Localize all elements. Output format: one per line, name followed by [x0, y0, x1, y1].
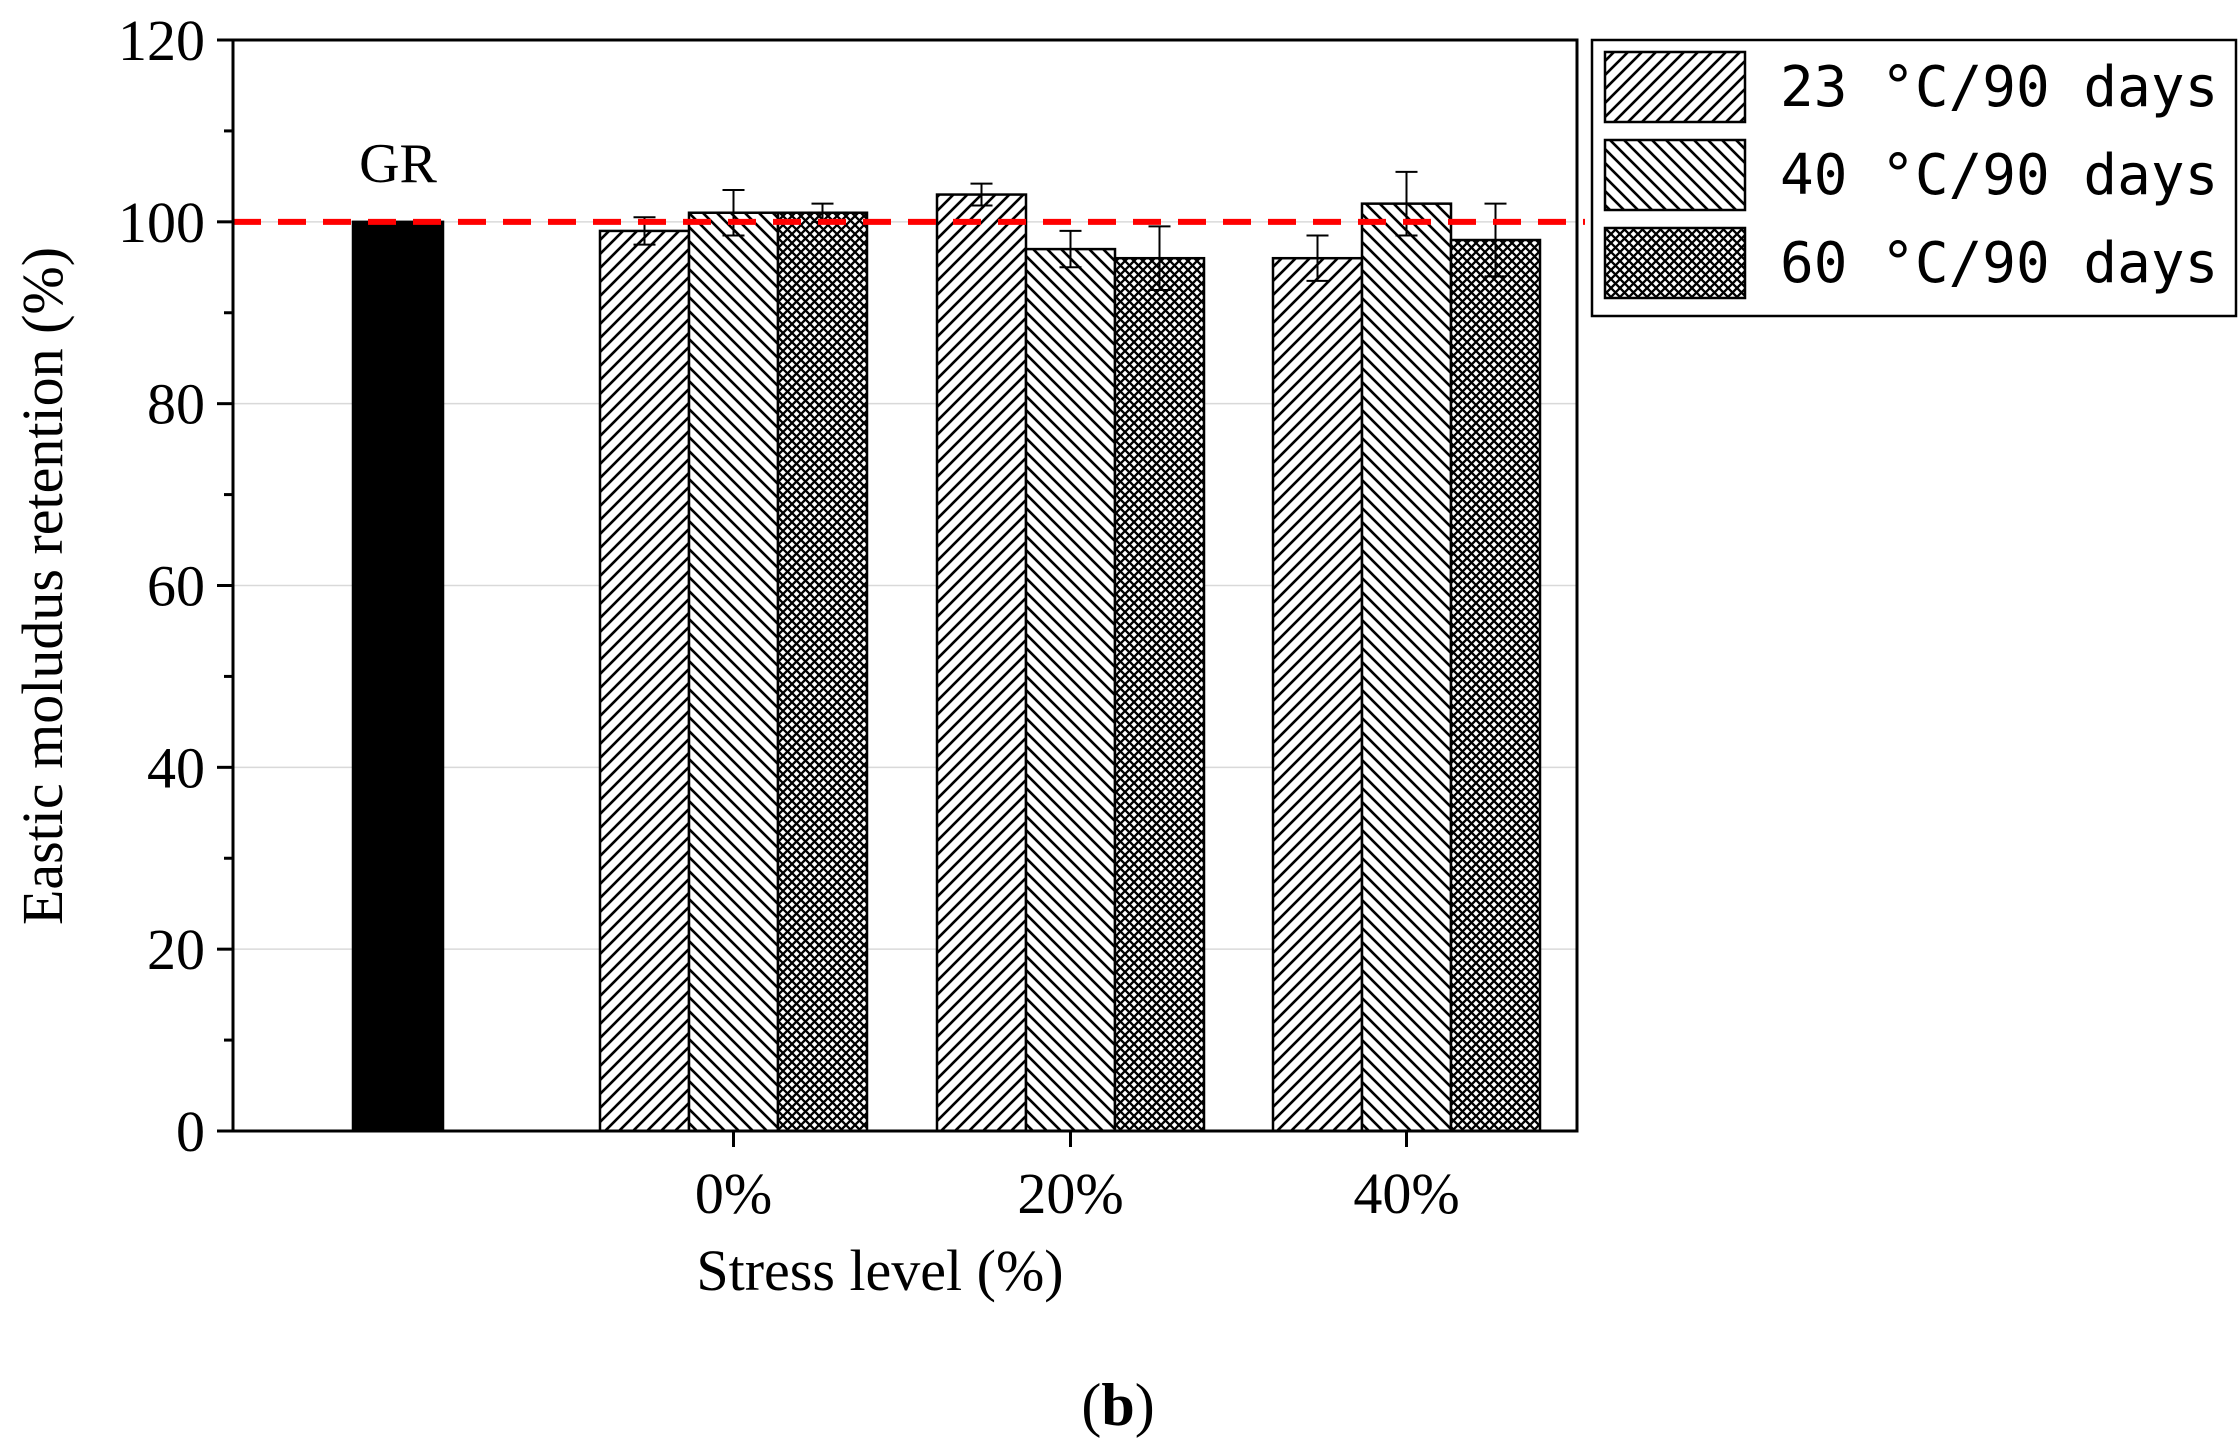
y-tick-label: 120 — [118, 8, 205, 73]
x-tick-label: 20% — [1017, 1161, 1123, 1226]
bar-2-1 — [687, 211, 780, 1133]
bar-3-1 — [776, 211, 869, 1133]
legend-label-1: 23 °C/90 days — [1780, 55, 2218, 120]
y-axis-ticks: 0 20 40 60 80 100 120 — [118, 8, 233, 1164]
figure-label-close-paren: ) — [1135, 1372, 1155, 1438]
legend-label-3: 60 °C/90 days — [1780, 231, 2218, 296]
bar-1-2 — [935, 193, 1028, 1133]
bar-2-2 — [1024, 247, 1117, 1133]
y-axis-label: Eastic moludus retention (%) — [10, 247, 75, 925]
reference-label: GR — [359, 133, 437, 195]
legend-swatch-2 — [1603, 138, 1747, 212]
figure-label-open-paren: ( — [1081, 1372, 1101, 1438]
x-tick-label: 40% — [1353, 1161, 1459, 1226]
bar-1-1 — [598, 229, 691, 1133]
legend: 23 °C/90 days 40 °C/90 days 60 °C/90 days — [1590, 38, 2238, 318]
bar-2-3 — [1360, 202, 1453, 1133]
legend-swatch-3 — [1603, 226, 1747, 300]
y-tick-label: 20 — [147, 917, 205, 982]
figure-label-letter: b — [1101, 1372, 1134, 1438]
legend-label-2: 40 °C/90 days — [1780, 143, 2218, 208]
bar-1-3 — [1271, 256, 1364, 1133]
figure-label: (b) — [1081, 1372, 1154, 1438]
x-axis-ticks: 0% 20% 40% — [695, 1131, 1460, 1226]
y-tick-label: 60 — [147, 554, 205, 619]
y-tick-label: 0 — [176, 1099, 205, 1164]
bar-3-2 — [1113, 256, 1206, 1133]
x-axis-label: Stress level (%) — [696, 1238, 1063, 1303]
y-tick-label: 100 — [118, 190, 205, 255]
bar-3-3 — [1449, 238, 1542, 1133]
bars — [351, 193, 1542, 1133]
reference-bar — [351, 220, 445, 1133]
x-tick-label: 0% — [695, 1161, 772, 1226]
y-tick-label: 80 — [147, 372, 205, 437]
legend-swatch-1 — [1603, 50, 1747, 124]
y-tick-label: 40 — [147, 735, 205, 800]
